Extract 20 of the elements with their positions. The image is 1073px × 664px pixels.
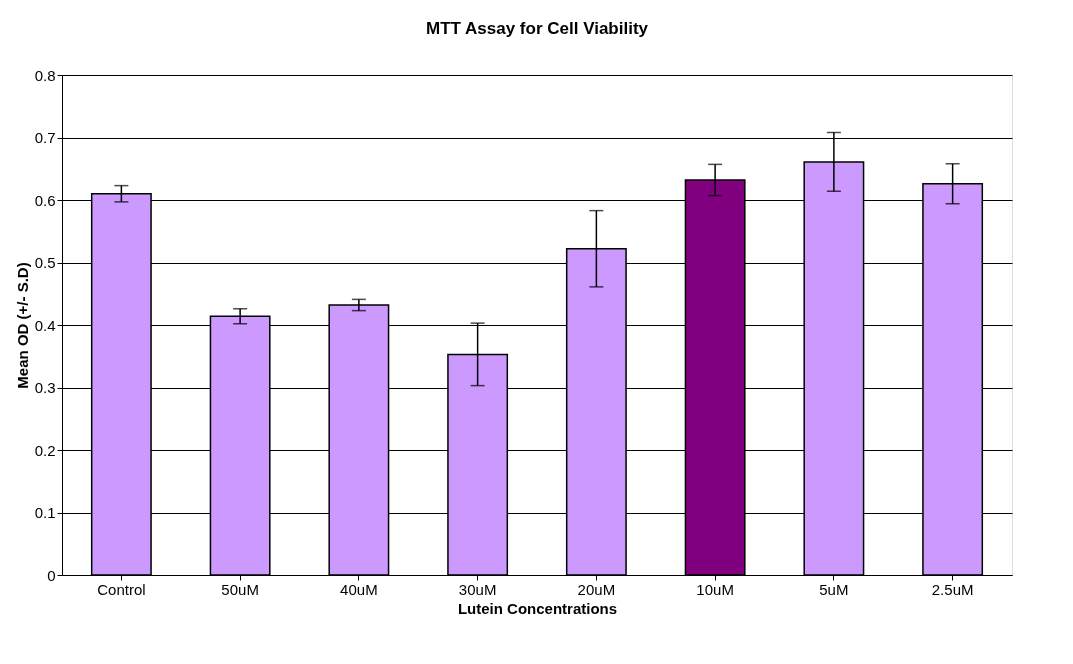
x-tick-label: 40uM bbox=[340, 580, 378, 598]
y-tick-label: 0.5 bbox=[34, 254, 56, 271]
x-tick-label: 20uM bbox=[577, 580, 616, 598]
y-tick-label: 0.2 bbox=[34, 441, 56, 459]
x-tick-label: 5uM bbox=[819, 580, 849, 598]
y-axis-title: Mean OD (+/- S.D) bbox=[13, 262, 31, 389]
x-tick-label: Control bbox=[97, 580, 146, 598]
y-tick-label: 0.3 bbox=[34, 379, 56, 396]
x-axis-title: Lutein Concentrations bbox=[457, 599, 618, 617]
y-tick-label: 0.7 bbox=[34, 129, 56, 146]
y-tick-label: 0.4 bbox=[34, 316, 56, 334]
y-tick-label: 0.1 bbox=[34, 504, 56, 521]
x-tick-label: 50uM bbox=[221, 580, 259, 598]
y-tick-label: 0.6 bbox=[34, 191, 56, 209]
chart-title: MTT Assay for Cell Viability bbox=[425, 19, 649, 38]
x-tick-label: 2.5uM bbox=[931, 580, 974, 598]
y-tick-label: 0 bbox=[47, 566, 56, 584]
x-tick-label: 30uM bbox=[458, 580, 497, 598]
y-tick-label: 0.8 bbox=[34, 66, 56, 84]
x-tick-label: 10uM bbox=[696, 580, 734, 598]
